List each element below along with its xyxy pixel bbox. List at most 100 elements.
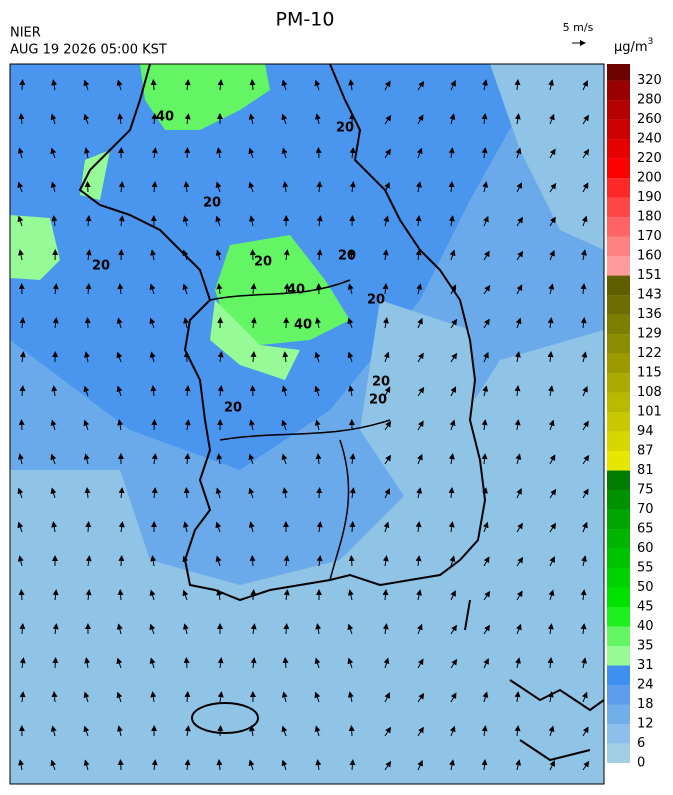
colorbar-label: 260 — [637, 112, 662, 127]
colorbar-segment — [607, 314, 630, 335]
wind-arrow — [85, 521, 92, 533]
colorbar-segment — [607, 607, 630, 627]
colorbar-segment — [607, 392, 630, 413]
wind-arrow — [217, 79, 224, 91]
colorbar-segment — [607, 451, 630, 471]
colorbar-segment — [607, 100, 630, 120]
wind-arrow — [84, 351, 90, 363]
colorbar-segment — [607, 353, 630, 374]
wind-arrow — [283, 249, 290, 261]
wind-arrow — [184, 147, 191, 159]
wind-arrow — [416, 181, 422, 193]
wind-arrow — [449, 759, 455, 771]
wind-arrow — [549, 556, 555, 567]
wind-arrow — [383, 351, 390, 363]
contour-labels: 40 20 20 20 20 40 40 20 20 20 20 20 — [92, 110, 390, 416]
wind-arrow — [50, 147, 57, 159]
wind-arrow — [581, 351, 588, 363]
wind-arrow — [17, 147, 24, 159]
wind-arrow — [384, 148, 391, 159]
wind-arrow — [582, 80, 588, 91]
colorbar-label: 31 — [637, 658, 654, 673]
wind-arrow — [52, 589, 59, 601]
wind-arrow — [347, 623, 354, 635]
wind-arrow — [116, 623, 123, 635]
wind-arrow — [347, 283, 354, 295]
wind-arrow — [450, 80, 456, 91]
wind-arrow — [216, 283, 223, 295]
wind-arrow — [283, 589, 290, 601]
wind-arrow — [316, 521, 323, 533]
wind-arrow — [382, 249, 389, 261]
wind-arrow — [483, 318, 490, 329]
wind-arrow — [116, 351, 123, 363]
wind-arrow — [417, 317, 423, 329]
wind-arrow — [149, 317, 156, 329]
wind-arrow — [514, 725, 521, 737]
colorbar-segment — [607, 704, 630, 725]
wind-arrow — [417, 760, 423, 771]
wind-arrow — [17, 215, 24, 227]
colorbar-label: 143 — [637, 288, 662, 303]
wind-arrow — [52, 623, 59, 635]
contour-label: 20 — [224, 401, 242, 416]
colorbar-label: 108 — [637, 385, 662, 400]
colorbar-label: 0 — [637, 756, 645, 771]
wind-arrow — [217, 691, 224, 703]
contour-label: 40 — [156, 110, 174, 125]
wind-arrow — [182, 283, 189, 295]
unit: μg/m3 — [614, 37, 653, 55]
wind-arrow — [548, 725, 555, 737]
wind-arrow — [516, 216, 524, 227]
wind-arrow — [184, 759, 191, 771]
wind-arrow — [448, 147, 455, 159]
colorbar-segment — [607, 587, 630, 608]
contour-label: 20 — [338, 249, 356, 264]
wind-arrow — [582, 760, 590, 771]
wind-arrow — [51, 691, 58, 703]
wind-arrow — [183, 487, 190, 499]
wind-arrow — [483, 351, 489, 363]
wind-arrow — [416, 147, 423, 159]
wind-arrow — [348, 555, 355, 567]
wind-arrow — [250, 657, 257, 669]
wind-arrow — [582, 420, 589, 431]
wind-arrow — [182, 589, 189, 601]
wind-arrow — [18, 249, 24, 261]
wind-arrow — [417, 726, 424, 737]
wind-arrow — [515, 147, 522, 159]
wind-arrow — [314, 113, 321, 125]
wind-arrow — [450, 318, 458, 329]
wind-arrow — [415, 249, 422, 261]
colorbar-label: 55 — [637, 561, 654, 576]
field-low-ne — [490, 64, 604, 250]
wind-arrow — [482, 521, 489, 533]
wind-arrow — [384, 114, 392, 125]
colorbar-label: 18 — [637, 697, 654, 712]
wind-arrow — [250, 623, 257, 635]
wind-arrow — [417, 623, 423, 635]
wind-arrow — [149, 589, 156, 601]
wind-arrow — [514, 419, 521, 431]
wind-arrow — [384, 760, 392, 771]
wind-arrow — [50, 453, 57, 465]
wind-arrow — [349, 759, 356, 771]
wind-arrow — [85, 215, 92, 227]
wind-arrow — [281, 725, 288, 737]
wind-arrow — [151, 759, 158, 771]
wind-arrow — [481, 759, 488, 771]
colorbar-segment — [607, 626, 630, 647]
wind-arrow — [314, 351, 321, 363]
colorbar-segment — [607, 80, 630, 101]
wind-arrow — [347, 589, 354, 601]
colorbar-label: 122 — [637, 346, 662, 361]
wind-arrow — [183, 657, 190, 669]
wind-arrow — [450, 658, 458, 669]
wind-arrow — [482, 181, 489, 193]
wind-arrow — [249, 215, 255, 227]
wind-arrow — [283, 283, 290, 295]
field-lightgreen-center — [210, 300, 300, 380]
colorbar-segment — [607, 334, 630, 354]
unit-base: μg/m — [614, 40, 648, 55]
